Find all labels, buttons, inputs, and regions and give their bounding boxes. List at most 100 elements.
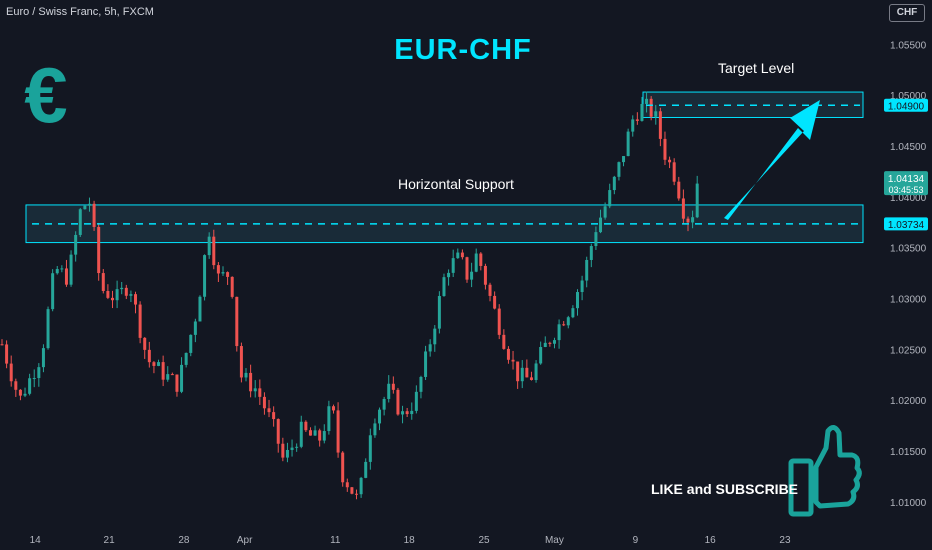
- candle-body: [87, 203, 91, 206]
- euro-icon: €: [24, 51, 67, 139]
- candle-body: [456, 252, 460, 259]
- candle-body: [318, 430, 322, 441]
- price-tick-label: 1.04000: [890, 193, 927, 204]
- candle-body: [534, 363, 538, 380]
- candle-body: [525, 367, 529, 378]
- candle-body: [483, 265, 487, 285]
- candle-body: [64, 268, 68, 285]
- candle-body: [69, 254, 73, 285]
- candle-body: [552, 340, 556, 344]
- candle-body: [529, 377, 533, 380]
- candle-body: [230, 276, 234, 297]
- price-tick-label: 1.01500: [890, 447, 927, 458]
- candle-body: [120, 287, 124, 290]
- candle-body: [391, 383, 395, 390]
- candle-body: [506, 348, 510, 360]
- candle-body: [18, 389, 22, 396]
- time-tick-label: Apr: [237, 535, 253, 546]
- candle-body: [387, 383, 391, 399]
- time-tick-label: 16: [705, 535, 717, 546]
- candle-body: [589, 246, 593, 260]
- candle-body: [493, 295, 497, 309]
- candle-body: [83, 205, 87, 210]
- candle-body: [249, 372, 253, 392]
- time-tick-label: 14: [30, 535, 42, 546]
- candle-body: [691, 217, 695, 223]
- candle-body: [585, 259, 589, 281]
- candle-body: [364, 461, 368, 478]
- candle-body: [180, 364, 184, 392]
- candle-body: [106, 290, 110, 298]
- candle-body: [424, 351, 428, 377]
- thumbs-up-icon: [788, 425, 862, 517]
- candle-body: [350, 487, 354, 494]
- candle-body: [276, 419, 280, 444]
- candle-body: [414, 391, 418, 411]
- candle-body: [258, 388, 262, 397]
- candle-body: [14, 381, 18, 390]
- candle-body: [207, 236, 211, 256]
- time-tick-label: 18: [404, 535, 416, 546]
- candle-body: [640, 103, 644, 121]
- candle-body: [221, 272, 225, 274]
- arrow-icon: [724, 100, 820, 220]
- candle-body: [175, 374, 179, 392]
- candle-body: [129, 294, 133, 296]
- candle-body: [622, 156, 626, 163]
- candle-body: [405, 411, 409, 415]
- candle-body: [470, 271, 474, 280]
- candle-body: [147, 349, 151, 363]
- candle-body: [612, 176, 616, 191]
- candle-body: [617, 162, 621, 177]
- candle-body: [336, 410, 340, 453]
- price-tick-label: 1.02500: [890, 345, 927, 356]
- time-tick-label: May: [545, 535, 564, 546]
- candle-body: [216, 265, 220, 274]
- candle-body: [368, 435, 372, 462]
- candle-body: [516, 361, 520, 382]
- candle-body: [686, 218, 690, 223]
- candle-body: [566, 317, 570, 326]
- candle-body: [32, 378, 36, 380]
- currency-badge[interactable]: CHF: [889, 4, 925, 22]
- candle-body: [157, 362, 161, 366]
- zones-layer: [25, 91, 864, 244]
- candles-layer: [0, 91, 699, 500]
- candle-body: [41, 348, 45, 368]
- candle-body: [562, 324, 566, 326]
- candle-body: [668, 159, 672, 163]
- time-tick-label: 9: [633, 535, 639, 546]
- candle-body: [239, 346, 243, 378]
- candle-body: [322, 431, 326, 441]
- candle-body: [51, 273, 55, 310]
- candle-body: [479, 253, 483, 266]
- target-price-tag-bg: [884, 98, 928, 112]
- axes-layer: 1.05500 1.05000 1.04500 1.04000 1.03500 1.030…: [30, 40, 928, 546]
- candle-body: [681, 198, 685, 219]
- candle-body: [488, 284, 492, 296]
- candle-body: [46, 309, 50, 349]
- candle-body: [55, 269, 59, 274]
- candle-body: [244, 372, 248, 378]
- candle-body: [235, 296, 239, 347]
- candle-body: [272, 412, 276, 420]
- candle-body: [396, 389, 400, 415]
- candle-body: [649, 98, 653, 117]
- candle-body: [460, 252, 464, 258]
- candle-body: [78, 209, 82, 235]
- candle-body: [428, 344, 432, 352]
- levels-layer: [32, 104, 860, 225]
- candle-body: [341, 452, 345, 483]
- candle-body: [193, 321, 197, 335]
- candle-body: [663, 138, 667, 160]
- candle-body: [28, 378, 32, 394]
- candle-body: [382, 398, 386, 410]
- candle-body: [198, 296, 202, 322]
- candle-body: [571, 308, 575, 318]
- candle-body: [134, 294, 138, 305]
- candle-body: [115, 289, 119, 301]
- candle-body: [138, 304, 142, 338]
- candle-body: [645, 98, 649, 104]
- candle-body: [299, 421, 303, 447]
